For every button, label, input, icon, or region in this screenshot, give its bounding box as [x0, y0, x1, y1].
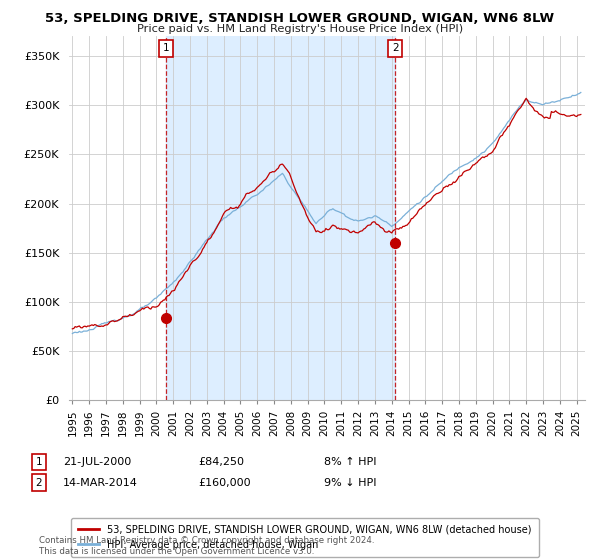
Text: 9% ↓ HPI: 9% ↓ HPI	[324, 478, 377, 488]
Text: 1: 1	[163, 43, 169, 53]
Text: Price paid vs. HM Land Registry's House Price Index (HPI): Price paid vs. HM Land Registry's House …	[137, 24, 463, 34]
Text: 2: 2	[392, 43, 398, 53]
Text: 53, SPELDING DRIVE, STANDISH LOWER GROUND, WIGAN, WN6 8LW: 53, SPELDING DRIVE, STANDISH LOWER GROUN…	[46, 12, 554, 25]
Text: 14-MAR-2014: 14-MAR-2014	[63, 478, 138, 488]
Text: 2: 2	[35, 478, 43, 488]
Text: 8% ↑ HPI: 8% ↑ HPI	[324, 457, 377, 467]
Text: £160,000: £160,000	[198, 478, 251, 488]
Text: 1: 1	[35, 457, 43, 467]
Legend: 53, SPELDING DRIVE, STANDISH LOWER GROUND, WIGAN, WN6 8LW (detached house), HPI:: 53, SPELDING DRIVE, STANDISH LOWER GROUN…	[71, 518, 539, 557]
Text: £84,250: £84,250	[198, 457, 244, 467]
Text: 21-JUL-2000: 21-JUL-2000	[63, 457, 131, 467]
Text: Contains HM Land Registry data © Crown copyright and database right 2024.
This d: Contains HM Land Registry data © Crown c…	[39, 536, 374, 556]
Bar	[166, 36, 395, 400]
